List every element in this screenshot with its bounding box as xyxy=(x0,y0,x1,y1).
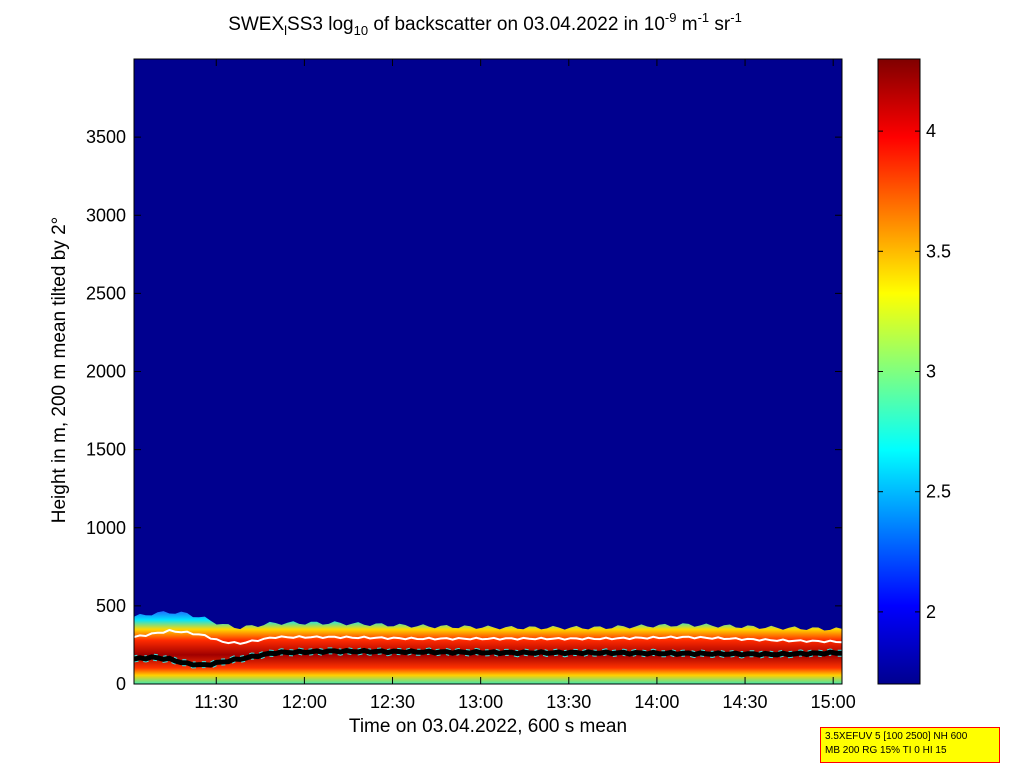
y-tick-label: 3500 xyxy=(86,127,126,147)
boundary-layer-band xyxy=(134,611,842,684)
heatmap-layer xyxy=(134,611,842,684)
y-ticks: 0 500 1000 1500 2000 2500 3000 3500 xyxy=(86,127,842,694)
info-line-2: MB 200 RG 15% TI 0 HI 15 xyxy=(825,745,947,756)
colorbar-tick-label: 2 xyxy=(926,602,936,622)
y-tick-label: 1500 xyxy=(86,440,126,460)
x-tick-label: 14:30 xyxy=(723,692,768,712)
plot-background xyxy=(134,59,842,684)
x-tick-label: 13:00 xyxy=(458,692,503,712)
x-tick-label: 12:30 xyxy=(370,692,415,712)
info-line-1: 3.5XEFUV 5 [100 2500] NH 600 xyxy=(825,731,968,742)
x-tick-label: 11:30 xyxy=(194,692,238,712)
chart-title: SWEXlSS3 log10 of backscatter on 03.04.2… xyxy=(228,10,742,38)
x-tick-label: 15:00 xyxy=(811,692,856,712)
x-ticks: 11:30 12:00 12:30 13:00 13:30 14:00 14:30 15:00 xyxy=(194,59,856,712)
y-tick-label: 500 xyxy=(96,596,126,616)
info-box: 3.5XEFUV 5 [100 2500] NH 600 MB 200 RG 1… xyxy=(820,727,1000,763)
x-axis-label: Time on 03.04.2022, 600 s mean xyxy=(348,716,628,737)
colorbar-tick-label: 3.5 xyxy=(926,241,951,261)
x-tick-label: 13:30 xyxy=(546,692,591,712)
y-tick-label: 3000 xyxy=(86,205,126,225)
x-tick-label: 14:00 xyxy=(634,692,679,712)
y-tick-label: 0 xyxy=(116,674,126,694)
y-tick-label: 1000 xyxy=(86,518,126,538)
x-tick-label: 12:00 xyxy=(282,692,327,712)
plot-area xyxy=(133,58,843,685)
colorbar-tick-label: 3 xyxy=(926,362,936,382)
colorbar-tick-label: 2.5 xyxy=(926,482,951,502)
y-tick-label: 2000 xyxy=(86,362,126,382)
colorbar-gradient xyxy=(877,58,921,685)
black-layer-line xyxy=(134,647,842,668)
colorbar-tick-label: 4 xyxy=(926,121,936,141)
white-layer-line xyxy=(134,628,842,645)
y-tick-label: 2500 xyxy=(86,283,126,303)
colorbar: 2 2.5 3 3.5 4 xyxy=(877,58,951,685)
